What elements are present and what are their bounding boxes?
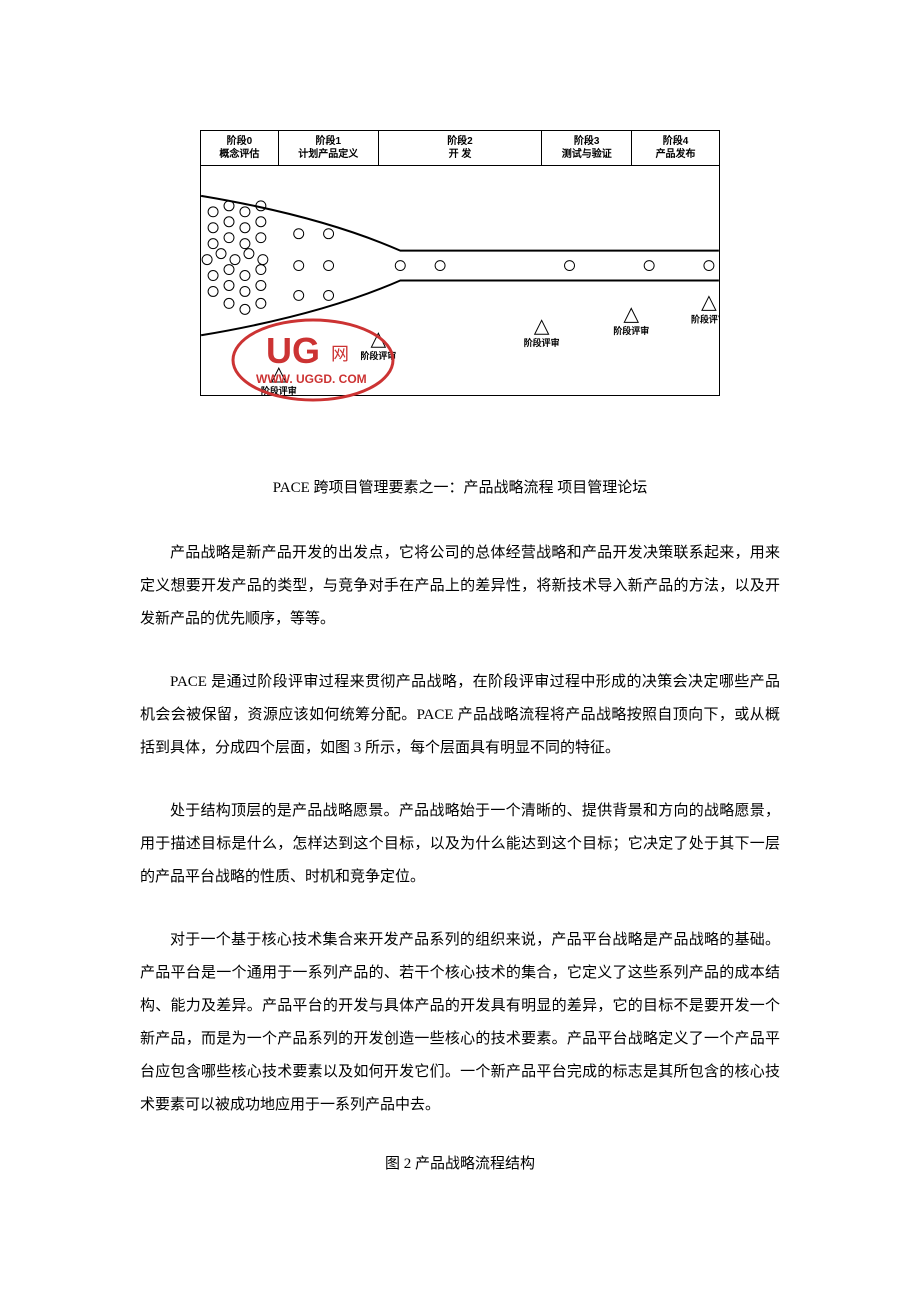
idea-circle bbox=[208, 286, 218, 296]
funnel-top-curve bbox=[201, 196, 719, 251]
idea-circle bbox=[224, 265, 234, 275]
phase-label: 阶段3 bbox=[574, 136, 600, 147]
idea-circle bbox=[240, 304, 250, 314]
idea-circle bbox=[435, 261, 445, 271]
idea-circle bbox=[256, 265, 266, 275]
idea-circle bbox=[224, 298, 234, 308]
paragraph-1: 产品战略是新产品开发的出发点，它将公司的总体经营战略和产品开发决策联系起来，用来… bbox=[140, 537, 780, 636]
phase-sublabel: 产品发布 bbox=[656, 149, 696, 160]
idea-circle bbox=[565, 261, 575, 271]
phase-label: 阶段4 bbox=[663, 136, 689, 147]
phase-label: 阶段2 bbox=[447, 136, 473, 147]
phase-sublabel: 开 发 bbox=[449, 149, 472, 160]
idea-circle bbox=[224, 233, 234, 243]
idea-circle bbox=[256, 281, 266, 291]
idea-circle bbox=[324, 261, 334, 271]
phase-header-table: 阶段0 概念评估 阶段1 计划产品定义 阶段2 开 发 阶段3 测试与验证 阶段… bbox=[200, 130, 720, 166]
idea-circle bbox=[224, 201, 234, 211]
idea-circle bbox=[224, 217, 234, 227]
phase-sublabel: 测试与验证 bbox=[562, 149, 612, 160]
idea-circle bbox=[256, 298, 266, 308]
watermark-stamp: UG 网 WWW. UGGD. COM bbox=[226, 315, 401, 405]
gate-triangle-icon bbox=[535, 320, 549, 334]
idea-circle bbox=[240, 207, 250, 217]
idea-circle bbox=[230, 255, 240, 265]
watermark-big: UG bbox=[266, 330, 320, 371]
phase-label: 阶段1 bbox=[315, 136, 341, 147]
idea-circle bbox=[324, 229, 334, 239]
idea-circle bbox=[704, 261, 714, 271]
idea-circle bbox=[240, 271, 250, 281]
phase-header-row: 阶段0 概念评估 阶段1 计划产品定义 阶段2 开 发 阶段3 测试与验证 阶段… bbox=[201, 131, 720, 166]
phase-col-0: 阶段0 概念评估 bbox=[201, 131, 279, 166]
idea-circle bbox=[208, 207, 218, 217]
idea-circle bbox=[208, 223, 218, 233]
idea-circle bbox=[240, 286, 250, 296]
idea-circle bbox=[240, 223, 250, 233]
idea-circle bbox=[208, 239, 218, 249]
idea-circles bbox=[202, 201, 714, 315]
gate-label: 阶段评审 bbox=[613, 325, 649, 336]
paragraph-3: 处于结构顶层的是产品战略愿景。产品战略始于一个清晰的、提供背景和方向的战略愿景，… bbox=[140, 795, 780, 894]
idea-circle bbox=[395, 261, 405, 271]
watermark-cn: 网 bbox=[331, 344, 349, 364]
idea-circle bbox=[644, 261, 654, 271]
paragraph-4: 对于一个基于核心技术集合来开发产品系列的组织来说，产品平台战略是产品战略的基础。… bbox=[140, 924, 780, 1122]
section-title: PACE 跨项目管理要素之一：产品战略流程 项目管理论坛 bbox=[140, 476, 780, 497]
phase-sublabel: 概念评估 bbox=[219, 149, 259, 160]
idea-circle bbox=[294, 261, 304, 271]
funnel-body: 阶段评审阶段评审阶段评审阶段评审阶段评审 UG 网 WWW. UGGD. COM bbox=[200, 166, 720, 396]
idea-circle bbox=[256, 217, 266, 227]
idea-circle bbox=[324, 290, 334, 300]
idea-circle bbox=[258, 255, 268, 265]
idea-circle bbox=[208, 271, 218, 281]
idea-circle bbox=[244, 249, 254, 259]
idea-circle bbox=[224, 281, 234, 291]
watermark-url: WWW. UGGD. COM bbox=[256, 372, 367, 386]
phase-col-1: 阶段1 计划产品定义 bbox=[278, 131, 378, 166]
phase-col-3: 阶段3 测试与验证 bbox=[542, 131, 632, 166]
gate-triangle-icon bbox=[624, 308, 638, 322]
phase-label: 阶段0 bbox=[227, 136, 253, 147]
phase-col-4: 阶段4 产品发布 bbox=[632, 131, 720, 166]
gate-label: 阶段评审 bbox=[691, 313, 719, 324]
phase-sublabel: 计划产品定义 bbox=[298, 149, 358, 160]
idea-circle bbox=[240, 239, 250, 249]
gate-triangle-icon bbox=[702, 296, 716, 310]
gate-label: 阶段评审 bbox=[524, 337, 560, 348]
idea-circle bbox=[294, 229, 304, 239]
phase-funnel-diagram: 阶段0 概念评估 阶段1 计划产品定义 阶段2 开 发 阶段3 测试与验证 阶段… bbox=[200, 130, 720, 396]
idea-circle bbox=[294, 290, 304, 300]
idea-circle bbox=[216, 249, 226, 259]
figure-caption: 图 2 产品战略流程结构 bbox=[140, 1152, 780, 1173]
phase-col-2: 阶段2 开 发 bbox=[378, 131, 542, 166]
idea-circle bbox=[202, 255, 212, 265]
idea-circle bbox=[256, 233, 266, 243]
paragraph-2: PACE 是通过阶段评审过程来贯彻产品战略，在阶段评审过程中形成的决策会决定哪些… bbox=[140, 666, 780, 765]
